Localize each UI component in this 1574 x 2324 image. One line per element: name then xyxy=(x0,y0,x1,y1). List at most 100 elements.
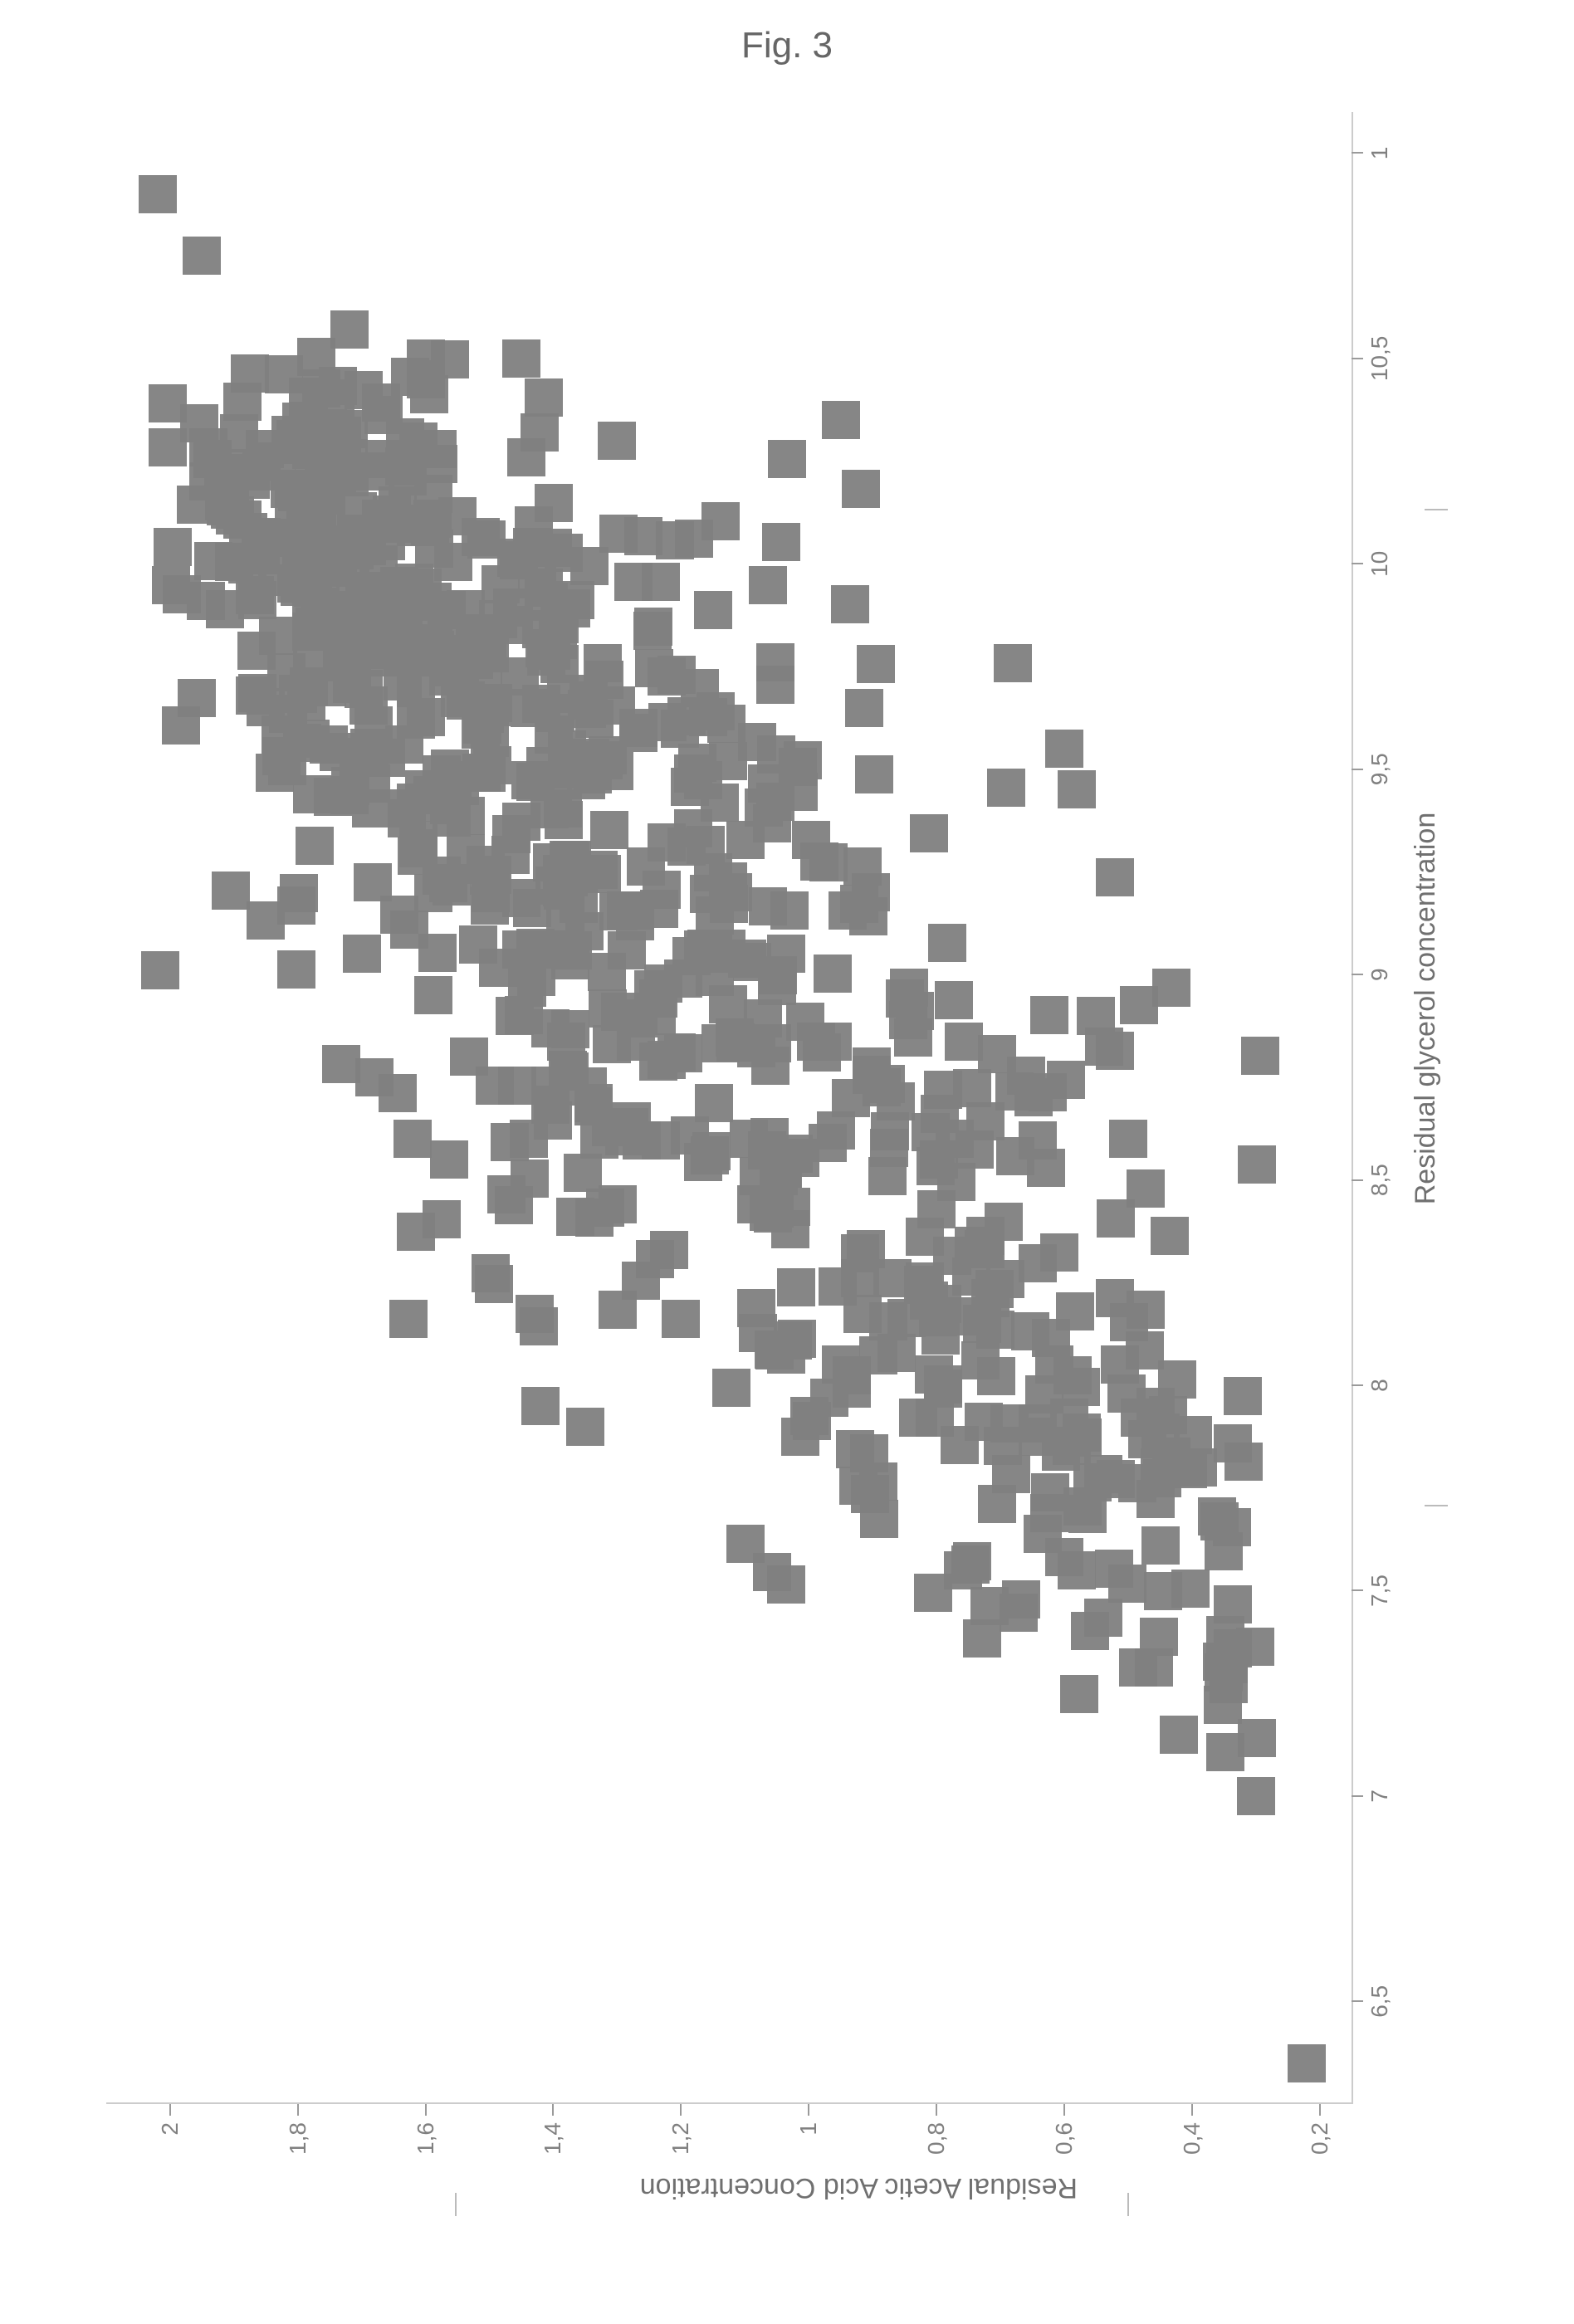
data-point xyxy=(855,755,893,793)
data-point xyxy=(1068,1495,1107,1533)
data-point xyxy=(1238,1719,1276,1757)
data-point xyxy=(265,355,303,393)
data-point xyxy=(987,769,1025,807)
data-point xyxy=(1160,1716,1198,1754)
data-point xyxy=(687,930,726,968)
data-point xyxy=(388,789,426,828)
data-point xyxy=(1063,1413,1101,1452)
x-tick-label: 7 xyxy=(1366,1789,1393,1803)
data-point xyxy=(331,767,369,805)
data-point xyxy=(564,1154,602,1192)
data-point xyxy=(457,617,496,655)
data-point xyxy=(430,1140,468,1179)
data-point xyxy=(1077,997,1115,1035)
data-point xyxy=(526,747,565,785)
data-point xyxy=(1241,1037,1279,1075)
data-point xyxy=(1151,1217,1189,1255)
data-point xyxy=(277,886,315,925)
data-point xyxy=(277,950,315,989)
x-tick-label: 6,5 xyxy=(1366,1985,1393,2018)
data-point xyxy=(154,528,192,566)
data-point xyxy=(1107,1374,1146,1413)
data-point xyxy=(183,237,221,275)
data-point xyxy=(1288,2044,1326,2082)
data-point xyxy=(481,565,520,603)
data-point xyxy=(965,1403,1003,1441)
x-axis-title-bracket xyxy=(1425,1503,1448,1506)
data-point xyxy=(527,637,565,676)
data-point xyxy=(716,1023,755,1062)
data-point xyxy=(531,1009,569,1047)
data-point xyxy=(933,1237,971,1275)
data-point xyxy=(1019,1244,1057,1282)
data-point xyxy=(616,891,654,930)
data-point xyxy=(545,801,583,839)
y-tick xyxy=(808,2104,809,2116)
data-point xyxy=(476,1067,514,1105)
data-point xyxy=(355,1058,394,1096)
y-tick-label: 1,2 xyxy=(667,2122,694,2155)
y-tick xyxy=(425,2104,427,2116)
data-point xyxy=(579,851,618,889)
data-point xyxy=(648,823,686,862)
data-point xyxy=(590,811,628,849)
data-point xyxy=(726,1525,765,1563)
data-point xyxy=(1214,1585,1252,1623)
data-point xyxy=(552,589,590,627)
data-point xyxy=(634,608,672,646)
y-axis-line xyxy=(106,2102,1352,2104)
data-point xyxy=(845,689,883,727)
x-tick-label: 1 xyxy=(1366,147,1393,160)
data-point xyxy=(307,476,345,515)
x-tick xyxy=(1352,2000,1363,2002)
x-tick xyxy=(1352,974,1363,975)
data-point xyxy=(851,1475,889,1513)
y-tick-label: 1,6 xyxy=(413,2122,439,2155)
x-tick xyxy=(1352,1589,1363,1591)
x-tick xyxy=(1352,769,1363,770)
data-point xyxy=(394,1120,432,1158)
y-tick-label: 0,8 xyxy=(923,2122,950,2155)
data-point xyxy=(1060,1675,1098,1713)
data-point xyxy=(843,847,882,886)
data-point xyxy=(1238,1145,1276,1184)
data-point xyxy=(924,1365,962,1404)
data-point xyxy=(822,1345,860,1384)
data-point xyxy=(1011,1312,1049,1350)
data-point xyxy=(1237,1777,1275,1815)
x-tick xyxy=(1352,563,1363,564)
y-tick xyxy=(1191,2104,1193,2116)
y-tick-label: 1,8 xyxy=(285,2122,311,2155)
data-point xyxy=(770,891,809,930)
data-point xyxy=(534,1101,572,1140)
data-point xyxy=(517,958,555,996)
x-tick-label: 8,5 xyxy=(1366,1164,1393,1196)
data-point xyxy=(797,1023,835,1061)
data-point xyxy=(1198,1497,1236,1536)
data-point xyxy=(768,440,806,478)
data-point xyxy=(472,1254,510,1292)
data-point xyxy=(319,367,357,405)
data-point xyxy=(690,875,728,913)
data-point xyxy=(496,997,534,1035)
data-point xyxy=(1047,1061,1085,1099)
data-point xyxy=(380,896,418,934)
data-point xyxy=(141,951,179,989)
x-tick xyxy=(1352,1384,1363,1386)
data-point xyxy=(531,1067,569,1105)
y-tick xyxy=(1319,2104,1321,2116)
data-point xyxy=(1056,1292,1094,1330)
x-tick xyxy=(1352,1795,1363,1797)
data-point xyxy=(877,1082,915,1120)
data-point xyxy=(1119,1648,1157,1687)
data-point xyxy=(598,422,636,460)
data-point xyxy=(1071,1612,1109,1650)
data-point xyxy=(1019,1404,1057,1443)
data-point xyxy=(495,1186,533,1224)
data-point xyxy=(330,310,369,349)
data-point xyxy=(407,339,445,378)
chart-container-rotated: 6,577,588,599,51010,510,20,40,60,811,21,… xyxy=(81,79,1493,2245)
x-tick xyxy=(1352,358,1363,359)
data-point xyxy=(399,422,437,461)
data-point xyxy=(397,669,435,707)
